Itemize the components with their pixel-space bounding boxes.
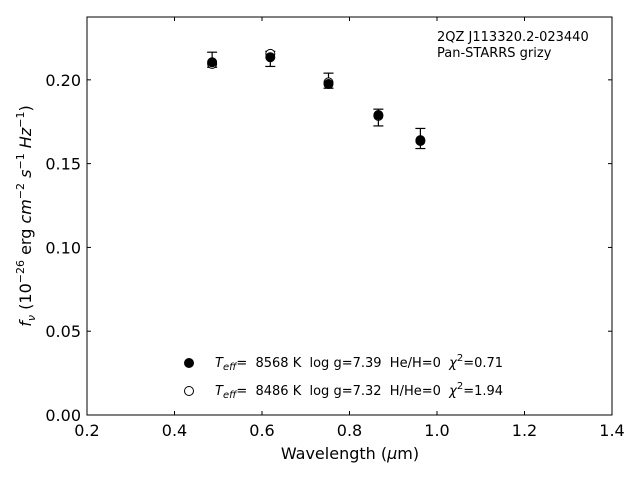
- annotation-survey-name: Pan-STARRS grizy: [437, 46, 552, 61]
- legend-entry-2: Teff= 8486 K log g=7.32 H/He=0 χ2=1.94: [215, 381, 503, 401]
- y-tick-label: 0.00: [45, 406, 81, 425]
- y-tick-label: 0.20: [45, 71, 81, 90]
- y-tick-label: 0.15: [45, 155, 81, 174]
- y-tick-label: 0.10: [45, 238, 81, 257]
- data-point-filled: [323, 79, 334, 90]
- legend-entry-1: Teff= 8568 K log g=7.39 He/H=0 χ2=0.71: [215, 353, 503, 373]
- x-tick-label: 1.0: [424, 421, 449, 440]
- axis-ticks: [86, 17, 613, 416]
- data-point-filled: [415, 135, 426, 146]
- data-point-filled: [207, 57, 218, 68]
- x-tick-label: 1.4: [599, 421, 624, 440]
- x-tick-label: 0.8: [337, 421, 362, 440]
- axis-tick-labels: 0.2 0.4 0.6 0.8 1.0 1.2 1.4 0.00 0.05 0.10 0.15 0.2…: [45, 71, 624, 440]
- annotation-object-name: 2QZ J113320.2-023440: [437, 30, 589, 45]
- data-point-filled: [265, 52, 276, 63]
- legend-marker-filled: [184, 358, 194, 368]
- x-tick-label: 0.4: [162, 421, 187, 440]
- x-tick-label: 0.6: [249, 421, 274, 440]
- error-bars: [207, 50, 426, 150]
- x-axis-title: Wavelength (μm): [281, 444, 419, 463]
- legend-marker-open: [184, 386, 194, 396]
- y-axis-title: fν (10−26 erg cm−2 s−1 Hz−1): [14, 105, 38, 326]
- x-tick-label: 1.2: [512, 421, 537, 440]
- data-markers: [207, 48, 426, 147]
- y-tick-label: 0.05: [45, 322, 81, 341]
- data-point-filled: [373, 110, 384, 121]
- x-tick-label: 0.2: [74, 421, 99, 440]
- legend: Teff= 8568 K log g=7.39 He/H=0 χ2=0.71 T…: [184, 353, 503, 401]
